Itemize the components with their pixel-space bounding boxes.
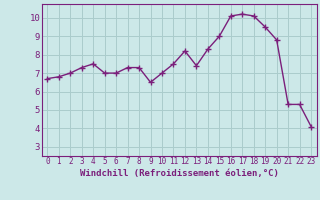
X-axis label: Windchill (Refroidissement éolien,°C): Windchill (Refroidissement éolien,°C) [80,169,279,178]
